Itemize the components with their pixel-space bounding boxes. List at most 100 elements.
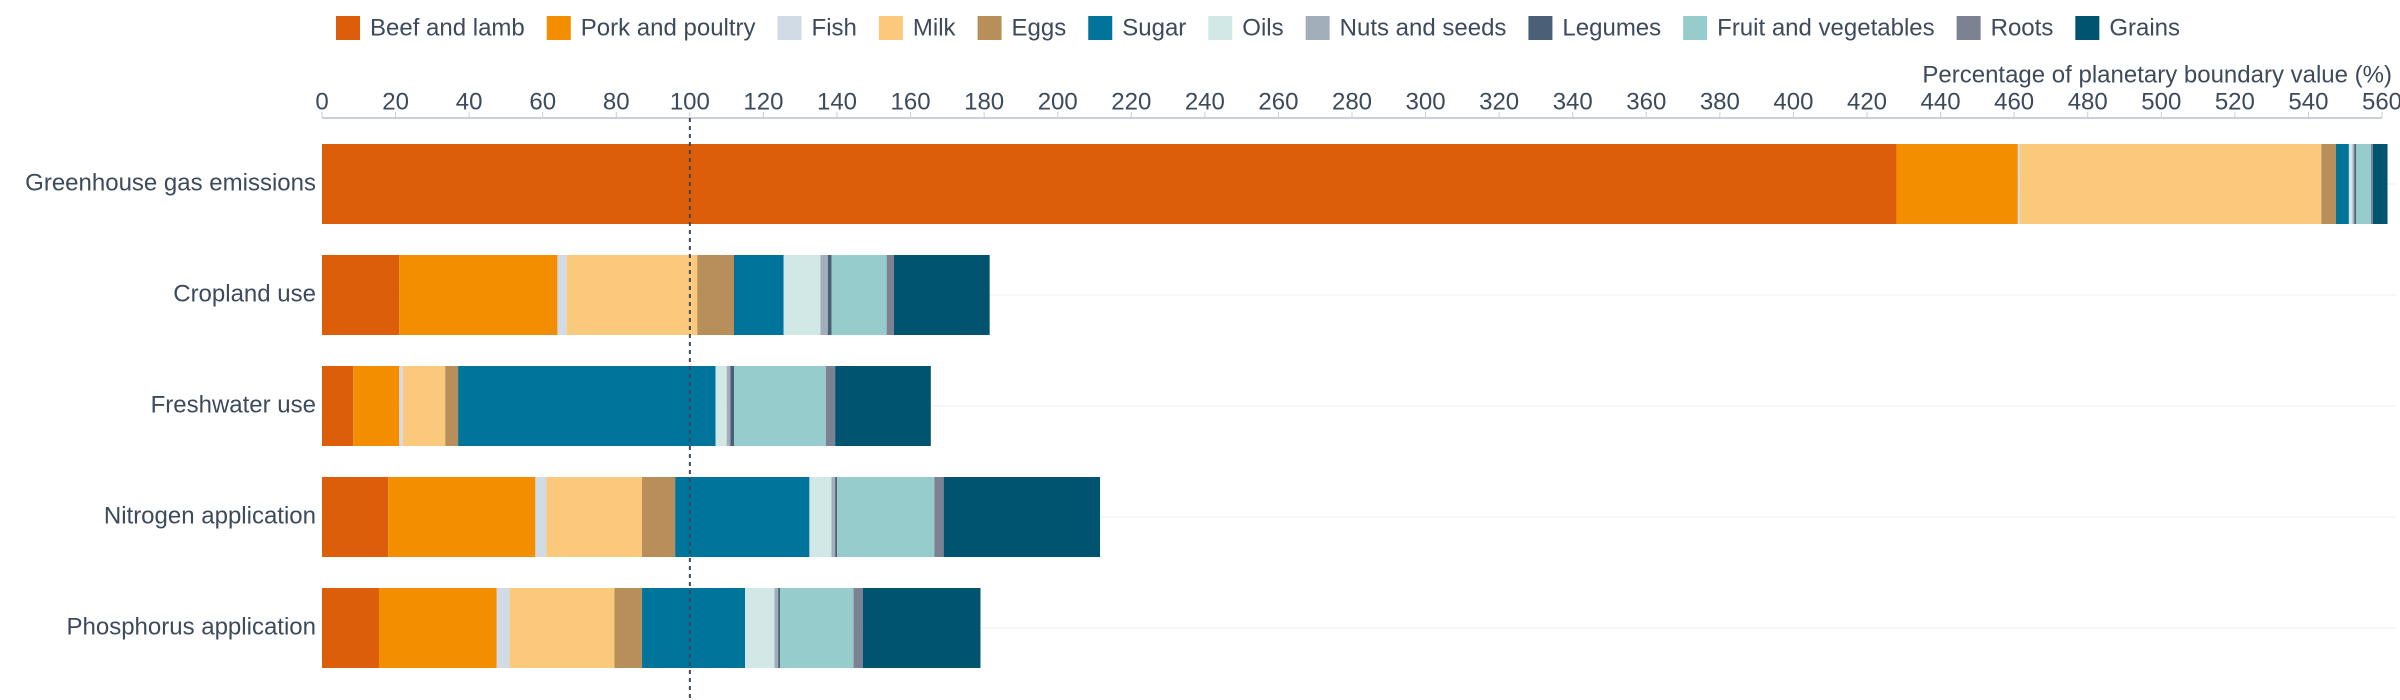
x-tick-label: 100: [670, 88, 710, 115]
x-tick-label: 60: [529, 88, 556, 115]
x-tick-label: 520: [2215, 88, 2255, 115]
legend-label: Fruit and vegetables: [1717, 14, 1934, 41]
legend-label: Fish: [812, 14, 857, 41]
bar-segment: [322, 255, 400, 335]
legend-label: Grains: [2109, 14, 2180, 41]
x-axis-label: Percentage of planetary boundary value (…: [1922, 61, 2392, 88]
x-tick-label: 480: [2068, 88, 2108, 115]
bar-segment: [322, 588, 380, 668]
x-tick-label: 360: [1626, 88, 1666, 115]
bar-segment: [934, 477, 944, 557]
x-tick-label: 540: [2288, 88, 2328, 115]
bar-segment: [2019, 144, 2322, 224]
x-tick-label: 340: [1553, 88, 1593, 115]
legend-swatch: [1956, 16, 1981, 40]
legend-label: Sugar: [1122, 14, 1186, 41]
category-label: Greenhouse gas emissions: [25, 169, 316, 196]
bar-segment: [831, 477, 836, 557]
bar-segment: [496, 588, 510, 668]
legend-label: Milk: [913, 14, 957, 41]
bar-segment: [827, 255, 832, 335]
bar-segment: [2336, 144, 2349, 224]
bar-segment: [642, 477, 676, 557]
x-tick-label: 40: [456, 88, 483, 115]
legend-label: Roots: [1991, 14, 2054, 41]
bar-segment: [557, 255, 567, 335]
legend-swatch: [1088, 16, 1113, 40]
bar-segment: [825, 366, 836, 446]
category-label: Freshwater use: [151, 391, 316, 418]
bar-segment: [2370, 144, 2373, 224]
bar-segment: [388, 477, 536, 557]
x-tick-label: 80: [603, 88, 630, 115]
bar-segment: [535, 477, 547, 557]
bar-segment: [675, 477, 810, 557]
x-tick-label: 280: [1332, 88, 1372, 115]
legend-label: Pork and poultry: [581, 14, 756, 41]
bar-segment: [2372, 144, 2388, 224]
bar-segment: [2348, 144, 2353, 224]
x-tick-label: 0: [315, 88, 328, 115]
bar-segment: [1896, 144, 2018, 224]
x-tick-label: 320: [1479, 88, 1519, 115]
legend-label: Nuts and seeds: [1340, 14, 1507, 41]
x-tick-label: 400: [1773, 88, 1813, 115]
bar-segment: [886, 255, 895, 335]
legend-swatch: [1683, 16, 1708, 40]
bar-segment: [809, 477, 832, 557]
bar-segment: [399, 255, 558, 335]
bar-segment: [322, 366, 354, 446]
bar-segment: [943, 477, 1101, 557]
x-tick-label: 180: [964, 88, 1004, 115]
legend-label: Legumes: [1562, 14, 1661, 41]
bar-segment: [353, 366, 400, 446]
x-tick-label: 220: [1111, 88, 1151, 115]
bar-segment: [322, 477, 389, 557]
bar-segment: [853, 588, 863, 668]
bar-segment: [894, 255, 990, 335]
bar-segment: [835, 366, 931, 446]
bar-segment: [566, 255, 698, 335]
legend-swatch: [336, 16, 360, 40]
bar-segment: [831, 255, 887, 335]
x-tick-label: 380: [1700, 88, 1740, 115]
bar-segment: [745, 588, 775, 668]
legend-swatch: [1528, 16, 1553, 40]
bar-segment: [835, 477, 837, 557]
x-tick-label: 160: [891, 88, 931, 115]
x-tick-label: 420: [1847, 88, 1887, 115]
category-label: Phosphorus application: [66, 613, 316, 640]
x-tick-label: 200: [1038, 88, 1078, 115]
bar-segment: [458, 366, 716, 446]
legend-label: Beef and lamb: [370, 14, 525, 41]
bar-segment: [379, 588, 497, 668]
legend-swatch: [546, 16, 571, 40]
legend-swatch: [777, 16, 802, 40]
legend-label: Eggs: [1012, 14, 1067, 41]
bar-segment: [715, 366, 727, 446]
category-label: Nitrogen application: [104, 502, 316, 529]
bar-segment: [2354, 144, 2357, 224]
bar-segment: [734, 366, 826, 446]
bar-segment: [2356, 144, 2371, 224]
x-tick-label: 560: [2362, 88, 2400, 115]
bar-segment: [778, 588, 780, 668]
x-tick-label: 460: [1994, 88, 2034, 115]
x-tick-label: 500: [2141, 88, 2181, 115]
bar-segment: [730, 366, 734, 446]
bar-segment: [783, 255, 821, 335]
bar-segment: [774, 588, 779, 668]
bar-segment: [509, 588, 615, 668]
bar-segment: [546, 477, 643, 557]
bar-segment: [2321, 144, 2337, 224]
bar-segment: [779, 588, 854, 668]
bar-segment: [445, 366, 459, 446]
legend-label: Oils: [1242, 14, 1283, 41]
x-tick-label: 140: [817, 88, 857, 115]
legend-swatch: [878, 16, 903, 40]
legend-swatch: [2075, 16, 2100, 40]
bar-segment: [2017, 144, 2020, 224]
bar-segment: [2352, 144, 2355, 224]
bar-segment: [402, 366, 446, 446]
legend-swatch: [1208, 16, 1233, 40]
